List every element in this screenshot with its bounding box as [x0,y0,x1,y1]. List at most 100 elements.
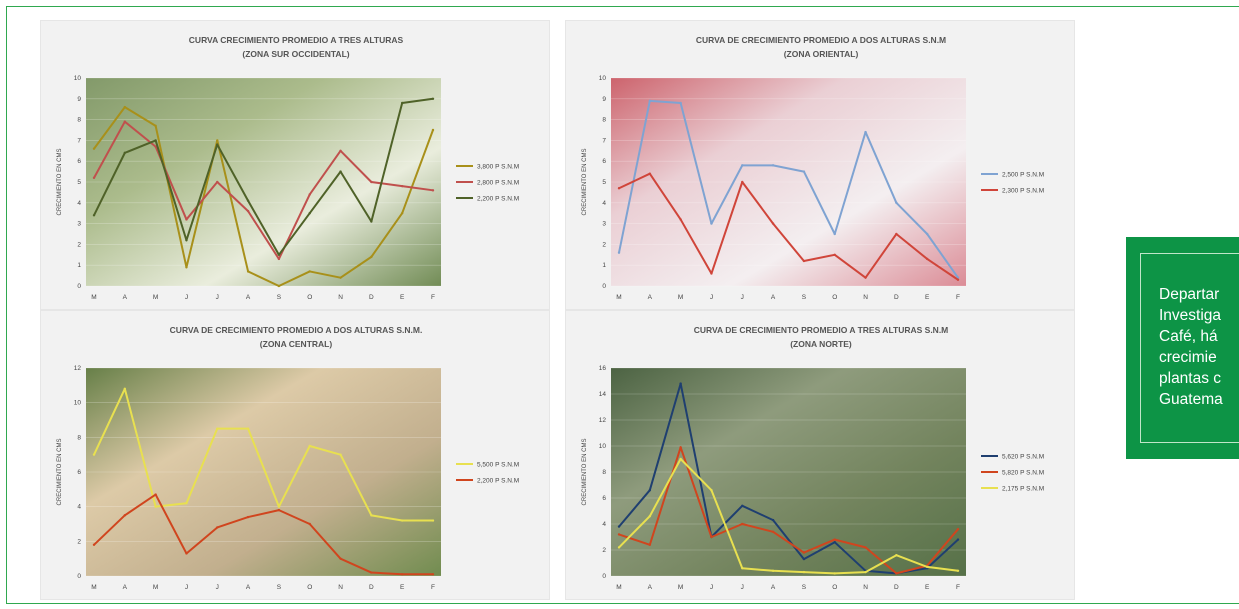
series-point [277,253,281,256]
series-point [370,514,373,517]
x-tick-label: J [741,584,744,591]
series-point [679,446,682,449]
series-line [618,458,959,575]
y-axis-label: CRECIMIENTO EN CMS [57,439,63,506]
x-tick-label: O [832,584,837,591]
y-tick-label: 6 [77,158,81,165]
series-point [617,546,621,549]
x-tick-label: M [616,294,621,301]
y-tick-label: 5 [77,179,81,186]
series-point [400,184,404,188]
series-point [833,541,836,544]
series-point [339,149,342,152]
y-tick-label: 8 [77,117,81,124]
series-point [92,543,96,546]
series-point [216,143,219,146]
series-point [956,538,960,541]
y-tick-label: 10 [74,400,82,407]
series-point [741,567,744,570]
chart-sur-occidental: CURVA CRECIMIENTO PROMEDIO A TRES ALTURA… [57,35,519,301]
y-tick-label: 4 [77,504,81,511]
chart-title: CURVA DE CRECIMIENTO PROMEDIO A DOS ALTU… [696,35,946,45]
series-point [339,557,342,560]
plot-background [611,78,966,286]
y-tick-label: 4 [77,200,81,207]
legend-label: 5,500 P S.N.M [477,462,519,469]
legend-label: 2,300 P S.N.M [1002,188,1044,195]
series-point [123,514,127,517]
y-tick-label: 3 [602,221,606,228]
y-tick-label: 0 [77,283,81,290]
series-point [339,276,342,279]
series-point [895,232,898,236]
series-point [277,284,281,288]
series-point [92,214,96,217]
legend-label: 2,175 P S.N.M [1002,486,1044,493]
y-tick-label: 2 [77,538,81,545]
y-tick-label: 1 [77,262,81,269]
series-point [956,569,960,572]
series-point [308,193,311,196]
series-point [771,530,775,533]
series-point [277,505,281,508]
chart-panel-sur-occidental: CURVA CRECIMIENTO PROMEDIO A TRES ALTURA… [40,20,550,310]
y-tick-label: 10 [599,75,607,82]
legend-label: 5,620 P S.N.M [1002,454,1044,461]
series-line [618,172,959,281]
legend-label: 3,800 P S.N.M [477,164,519,171]
x-tick-label: J [741,294,744,301]
x-tick-label: J [216,294,219,301]
y-tick-label: 8 [602,469,606,476]
series-point [895,554,898,557]
y-axis-label: CRECIMIENTO EN CMS [582,439,588,506]
x-tick-label: F [956,294,960,301]
chart-central: CURVA DE CRECIMIENTO PROMEDIO A DOS ALTU… [57,325,519,591]
series-point [648,99,652,103]
series-point [216,427,219,430]
series-point [123,105,127,109]
y-tick-label: 6 [77,469,81,476]
series-line [93,387,433,522]
chart-panel-central: CURVA DE CRECIMIENTO PROMEDIO A DOS ALTU… [40,310,550,600]
x-tick-label: J [710,584,713,591]
series-point [123,387,127,390]
series-point [400,101,404,105]
chart-title: CURVA DE CRECIMIENTO PROMEDIO A TRES ALT… [694,325,949,335]
series-point [925,257,929,261]
series-point [308,270,311,273]
x-tick-label: M [153,294,158,301]
x-tick-label: S [277,294,282,301]
x-tick-label: J [185,584,188,591]
series-point [741,180,744,184]
x-tick-label: N [863,584,868,591]
series-point [185,218,188,221]
series-point [246,209,250,213]
y-tick-label: 10 [599,443,607,450]
series-line [618,99,959,279]
y-axis-label: CRECIMIENTO EN CMS [57,149,63,216]
series-point [802,551,806,554]
x-tick-label: F [431,584,435,591]
series-point [277,257,281,261]
series-point [246,515,250,519]
x-tick-label: M [91,294,96,301]
x-tick-label: E [400,294,405,301]
chart-subtitle: (ZONA NORTE) [790,339,852,349]
series-point [154,493,157,496]
x-tick-label: A [648,584,653,591]
series-point [864,130,867,134]
series-point [154,124,157,128]
x-tick-label: A [246,294,251,301]
x-tick-label: D [369,294,374,301]
series-line [93,106,434,287]
series-point [956,278,960,281]
chart-subtitle: (ZONA CENTRAL) [260,339,333,349]
x-tick-label: N [863,294,868,301]
x-tick-label: S [802,584,807,591]
x-tick-label: A [123,584,128,591]
x-tick-label: J [185,294,188,301]
y-tick-label: 9 [602,96,606,103]
series-point [956,528,960,531]
legend-label: 5,820 P S.N.M [1002,470,1044,477]
series-point [308,212,311,215]
